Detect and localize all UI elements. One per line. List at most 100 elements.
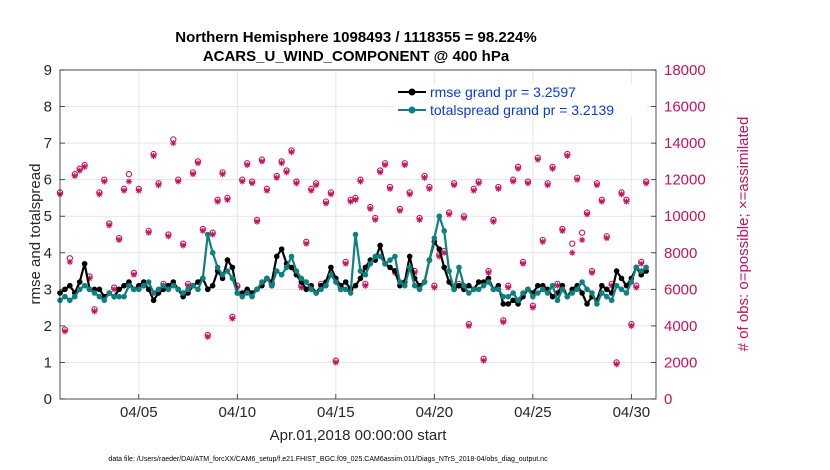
series-point-totalspread	[328, 271, 334, 278]
series-point-totalspread	[303, 279, 310, 285]
series-point-totalspread	[633, 264, 640, 271]
series-point-totalspread	[219, 271, 226, 278]
series-point-rmse	[96, 286, 103, 293]
y-right-tick-label-8: 16000	[664, 99, 706, 116]
series-point-totalspread	[608, 297, 615, 304]
series-point-totalspread	[544, 290, 551, 296]
obs-assimilated-point	[539, 238, 546, 245]
obs-assimilated-point	[332, 359, 339, 366]
series-point-totalspread	[505, 293, 512, 300]
obs-assimilated-point	[475, 180, 482, 187]
obs-assimilated-point	[579, 236, 586, 243]
y-right-tick-label-4: 8000	[664, 245, 697, 262]
series-point-totalspread	[244, 290, 250, 296]
series-point-rmse	[534, 282, 541, 289]
series-point-rmse	[303, 286, 310, 293]
series-point-totalspread	[224, 268, 231, 274]
x-tick-label-5: 04/30	[613, 404, 651, 421]
series-point-rmse	[150, 297, 157, 304]
series-point-totalspread	[293, 268, 300, 274]
series-point-totalspread	[377, 253, 383, 260]
obs-possible-point	[578, 229, 586, 236]
obs-assimilated-point	[510, 178, 517, 185]
series-point-totalspread	[559, 286, 566, 293]
series-point-totalspread	[323, 282, 329, 289]
series-point-totalspread	[150, 290, 157, 296]
obs-assimilated-point	[500, 319, 507, 326]
obs-assimilated-point	[125, 178, 132, 185]
series-point-rmse	[121, 282, 127, 289]
series-point-totalspread	[392, 253, 398, 260]
series-point-totalspread	[357, 268, 364, 274]
series-point-totalspread	[62, 293, 68, 300]
y-right-tick-label-5: 10000	[664, 208, 706, 225]
obs-assimilated-point	[145, 229, 152, 236]
y-left-tick-label-3: 3	[44, 281, 52, 298]
y-right-tick-label-3: 6000	[664, 281, 697, 298]
series-point-rmse	[505, 301, 512, 307]
series-point-rmse	[387, 264, 393, 271]
series-point-rmse	[67, 282, 73, 289]
series-point-totalspread	[278, 271, 285, 278]
legend: rmse grand pr = 3.2597 totalspread grand…	[394, 84, 646, 118]
obs-assimilated-point	[347, 198, 354, 205]
obs-assimilated-point	[490, 218, 497, 225]
obs-assimilated-point	[327, 191, 334, 198]
series-point-totalspread	[106, 290, 113, 296]
x-tick-label-3: 04/20	[416, 404, 454, 421]
obs-assimilated-point	[421, 174, 428, 181]
series-point-rmse	[603, 286, 610, 293]
obs-assimilated-point	[229, 315, 236, 322]
series-point-totalspread	[116, 293, 122, 300]
series-point-totalspread	[180, 290, 186, 296]
y-left-tick-label-6: 6	[44, 172, 52, 189]
series-point-totalspread	[101, 297, 108, 304]
obs-assimilated-point	[633, 284, 640, 291]
series-point-totalspread	[160, 282, 167, 289]
obs-assimilated-point	[396, 207, 403, 214]
series-point-rmse	[76, 279, 83, 285]
series-point-totalspread	[431, 235, 438, 241]
legend-totalspread-label: totalspread grand pr = 3.2139	[430, 102, 614, 118]
series-point-totalspread	[406, 264, 413, 271]
series-point-rmse	[456, 282, 462, 289]
series-point-rmse	[441, 264, 447, 271]
series-point-totalspread	[195, 286, 201, 293]
obs-assimilated-point	[249, 180, 256, 187]
obs-assimilated-point	[135, 187, 142, 194]
obs-assimilated-point	[623, 198, 630, 205]
obs-assimilated-point	[588, 269, 595, 276]
obs-assimilated-point	[465, 322, 472, 329]
series-point-totalspread	[549, 282, 556, 289]
obs-assimilated-point	[298, 284, 305, 291]
obs-assimilated-point	[214, 198, 221, 205]
series-point-rmse	[613, 268, 620, 274]
series-point-totalspread	[352, 231, 359, 238]
series-point-rmse	[116, 286, 122, 293]
series-point-totalspread	[67, 297, 73, 304]
series-point-rmse	[145, 286, 152, 293]
obs-assimilated-point	[204, 333, 211, 340]
obs-assimilated-point	[194, 160, 201, 167]
obs-assimilated-point	[431, 284, 438, 291]
obs-assimilated-point	[426, 185, 433, 192]
y-right-tick-label-6: 12000	[664, 172, 706, 189]
series-point-totalspread	[239, 293, 246, 300]
y-left-tick-label-4: 4	[44, 245, 52, 262]
obs-assimilated-point	[150, 152, 157, 159]
obs-assimilated-point	[534, 156, 541, 163]
series-point-totalspread	[347, 290, 354, 296]
obs-assimilated-point	[377, 169, 384, 176]
series-lines	[57, 213, 649, 307]
series-point-totalspread	[165, 286, 172, 293]
series-point-totalspread	[500, 293, 507, 300]
series-point-totalspread	[86, 286, 93, 293]
obs-assimilated-point	[628, 322, 635, 329]
series-point-rmse	[278, 246, 285, 252]
series-point-rmse	[500, 301, 507, 307]
obs-assimilated-point	[273, 174, 280, 181]
obs-assimilated-point	[416, 216, 423, 223]
obs-assimilated-point	[638, 260, 645, 267]
series-point-totalspread	[387, 257, 393, 263]
series-point-totalspread	[539, 286, 546, 293]
